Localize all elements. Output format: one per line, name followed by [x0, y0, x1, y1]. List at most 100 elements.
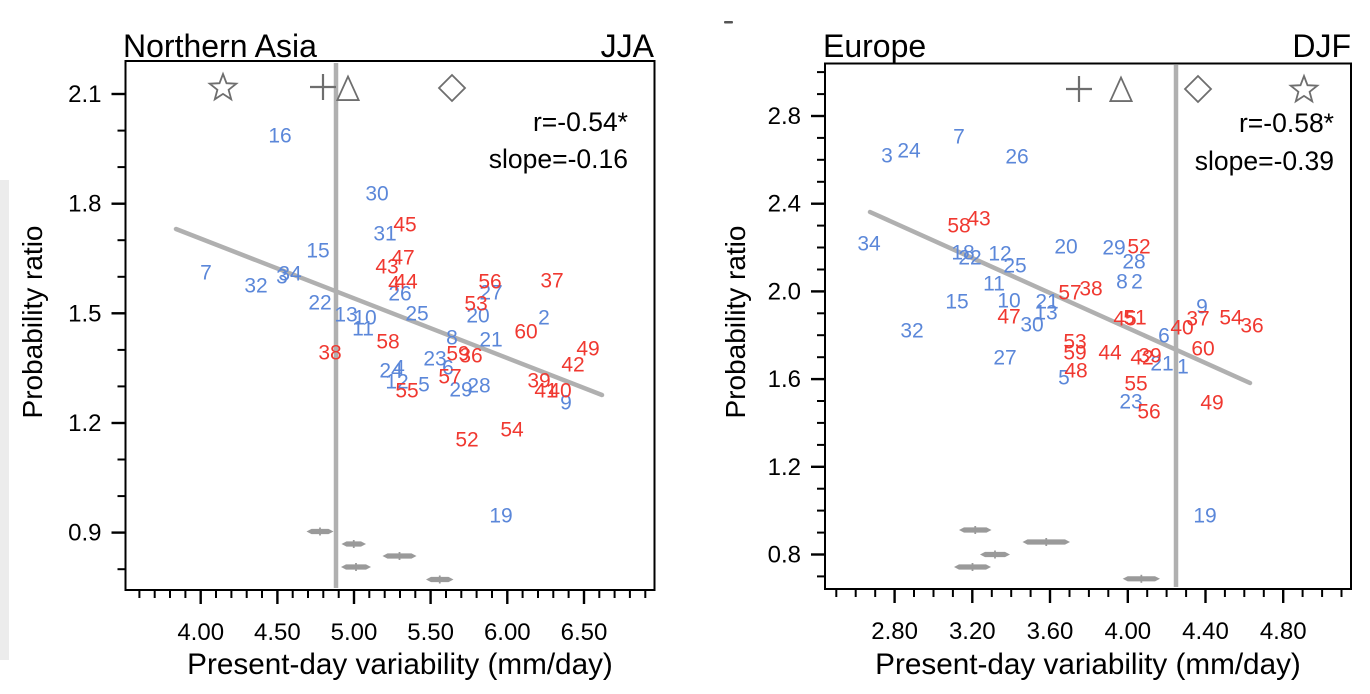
- svg-text:25: 25: [1003, 255, 1026, 278]
- svg-text:49: 49: [1200, 392, 1223, 415]
- svg-text:9: 9: [1196, 296, 1208, 319]
- svg-text:1.5: 1.5: [68, 300, 101, 327]
- svg-text:6.50: 6.50: [561, 619, 608, 646]
- svg-text:58: 58: [376, 331, 399, 354]
- svg-text:54: 54: [1219, 307, 1243, 330]
- svg-text:19: 19: [1193, 505, 1216, 528]
- svg-text:Present-day variability (mm/da: Present-day variability (mm/day): [187, 648, 613, 681]
- svg-text:36: 36: [1240, 315, 1263, 338]
- svg-text:52: 52: [1127, 236, 1150, 259]
- svg-text:7: 7: [200, 262, 212, 285]
- svg-text:37: 37: [1186, 308, 1209, 331]
- svg-text:21: 21: [1035, 291, 1058, 314]
- svg-text:11: 11: [352, 318, 374, 341]
- svg-text:29: 29: [1102, 237, 1125, 260]
- svg-text:45: 45: [393, 214, 416, 237]
- svg-text:24: 24: [379, 360, 403, 383]
- svg-text:32: 32: [244, 275, 267, 298]
- svg-text:4.80: 4.80: [1260, 618, 1307, 645]
- svg-text:43: 43: [967, 208, 990, 231]
- svg-text:21: 21: [479, 329, 502, 352]
- svg-text:4.00: 4.00: [177, 619, 224, 646]
- svg-text:57: 57: [1058, 282, 1081, 305]
- svg-text:28: 28: [1122, 251, 1145, 274]
- svg-text:36: 36: [459, 345, 482, 368]
- svg-text:47: 47: [997, 306, 1020, 329]
- svg-text:15: 15: [945, 291, 968, 314]
- svg-text:13: 13: [334, 304, 357, 327]
- svg-text:8: 8: [1116, 271, 1128, 294]
- svg-text:40: 40: [1170, 317, 1193, 340]
- svg-text:2: 2: [538, 307, 550, 330]
- svg-text:Probability ratio: Probability ratio: [720, 226, 751, 419]
- svg-text:22: 22: [308, 292, 331, 315]
- svg-text:Northern Asia: Northern Asia: [123, 28, 317, 64]
- svg-text:34: 34: [278, 263, 302, 286]
- svg-text:2: 2: [1131, 271, 1143, 294]
- svg-text:5: 5: [1058, 367, 1070, 390]
- svg-text:r=-0.58*: r=-0.58*: [1239, 108, 1334, 138]
- svg-text:13: 13: [1034, 302, 1057, 325]
- svg-text:10: 10: [353, 307, 376, 330]
- svg-text:18: 18: [951, 242, 974, 265]
- svg-text:48: 48: [1064, 360, 1087, 383]
- svg-text:4.40: 4.40: [1182, 618, 1229, 645]
- svg-text:26: 26: [388, 283, 411, 306]
- svg-text:9: 9: [560, 392, 572, 415]
- svg-text:slope=-0.39: slope=-0.39: [1195, 146, 1334, 176]
- svg-text:58: 58: [947, 215, 970, 238]
- svg-text:0.8: 0.8: [768, 542, 801, 569]
- svg-text:47: 47: [391, 247, 414, 270]
- svg-text:27: 27: [993, 347, 1016, 370]
- svg-text:15: 15: [306, 240, 329, 263]
- svg-text:49: 49: [576, 338, 599, 361]
- svg-text:28: 28: [467, 375, 490, 398]
- svg-text:21: 21: [1150, 353, 1173, 376]
- svg-text:2.0: 2.0: [768, 278, 801, 305]
- svg-text:56: 56: [478, 271, 501, 294]
- svg-text:26: 26: [1005, 146, 1028, 169]
- svg-text:37: 37: [540, 270, 563, 293]
- svg-text:5: 5: [418, 374, 430, 397]
- svg-text:23: 23: [1119, 391, 1142, 414]
- svg-text:53: 53: [1063, 331, 1086, 354]
- svg-text:DJF: DJF: [1292, 28, 1351, 64]
- svg-text:24: 24: [897, 140, 921, 163]
- svg-text:6.00: 6.00: [484, 619, 531, 646]
- svg-text:25: 25: [405, 303, 428, 326]
- svg-text:12: 12: [385, 371, 408, 394]
- svg-text:19: 19: [489, 505, 512, 528]
- svg-text:20: 20: [1054, 236, 1077, 259]
- svg-text:55: 55: [1124, 373, 1147, 396]
- svg-text:51: 51: [1123, 307, 1146, 330]
- svg-text:6: 6: [442, 357, 454, 380]
- svg-text:4: 4: [393, 357, 405, 380]
- svg-text:22: 22: [958, 247, 981, 270]
- svg-text:12: 12: [988, 243, 1011, 266]
- svg-text:41: 41: [534, 380, 557, 403]
- svg-text:52: 52: [455, 429, 478, 452]
- svg-text:39: 39: [1138, 345, 1161, 368]
- svg-text:4.00: 4.00: [1104, 618, 1151, 645]
- svg-text:5.50: 5.50: [407, 619, 454, 646]
- svg-text:59: 59: [1063, 342, 1086, 365]
- svg-text:1.2: 1.2: [68, 410, 101, 437]
- svg-text:JJA: JJA: [601, 28, 655, 64]
- svg-text:6: 6: [1158, 325, 1170, 348]
- svg-text:54: 54: [500, 419, 524, 442]
- svg-text:39: 39: [527, 370, 550, 393]
- svg-text:3: 3: [881, 145, 893, 168]
- svg-text:38: 38: [318, 342, 341, 365]
- svg-text:2.80: 2.80: [871, 618, 918, 645]
- svg-text:11: 11: [983, 273, 1005, 296]
- svg-text:30: 30: [1020, 314, 1043, 337]
- svg-text:3.60: 3.60: [1027, 618, 1074, 645]
- svg-text:30: 30: [365, 183, 388, 206]
- svg-text:2.4: 2.4: [768, 191, 801, 218]
- svg-text:1.6: 1.6: [768, 366, 801, 393]
- svg-text:53: 53: [464, 293, 487, 316]
- svg-text:44: 44: [394, 271, 418, 294]
- svg-text:Probability ratio: Probability ratio: [17, 226, 48, 419]
- svg-text:43: 43: [375, 256, 398, 279]
- svg-text:1.2: 1.2: [768, 454, 801, 481]
